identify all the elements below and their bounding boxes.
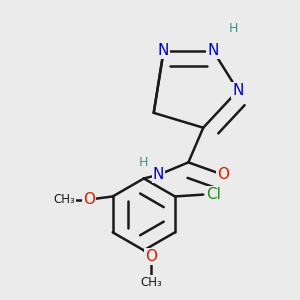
Text: N: N bbox=[208, 44, 219, 59]
Text: N: N bbox=[232, 83, 244, 98]
Text: N: N bbox=[153, 167, 164, 182]
Text: CH₃: CH₃ bbox=[140, 276, 162, 289]
Text: O: O bbox=[217, 167, 229, 182]
Text: N: N bbox=[158, 44, 169, 59]
Text: H: H bbox=[139, 156, 148, 169]
Text: O: O bbox=[83, 192, 95, 207]
Text: Cl: Cl bbox=[206, 187, 220, 202]
Text: O: O bbox=[145, 249, 157, 264]
Text: H: H bbox=[228, 22, 238, 35]
Text: CH₃: CH₃ bbox=[54, 193, 75, 206]
